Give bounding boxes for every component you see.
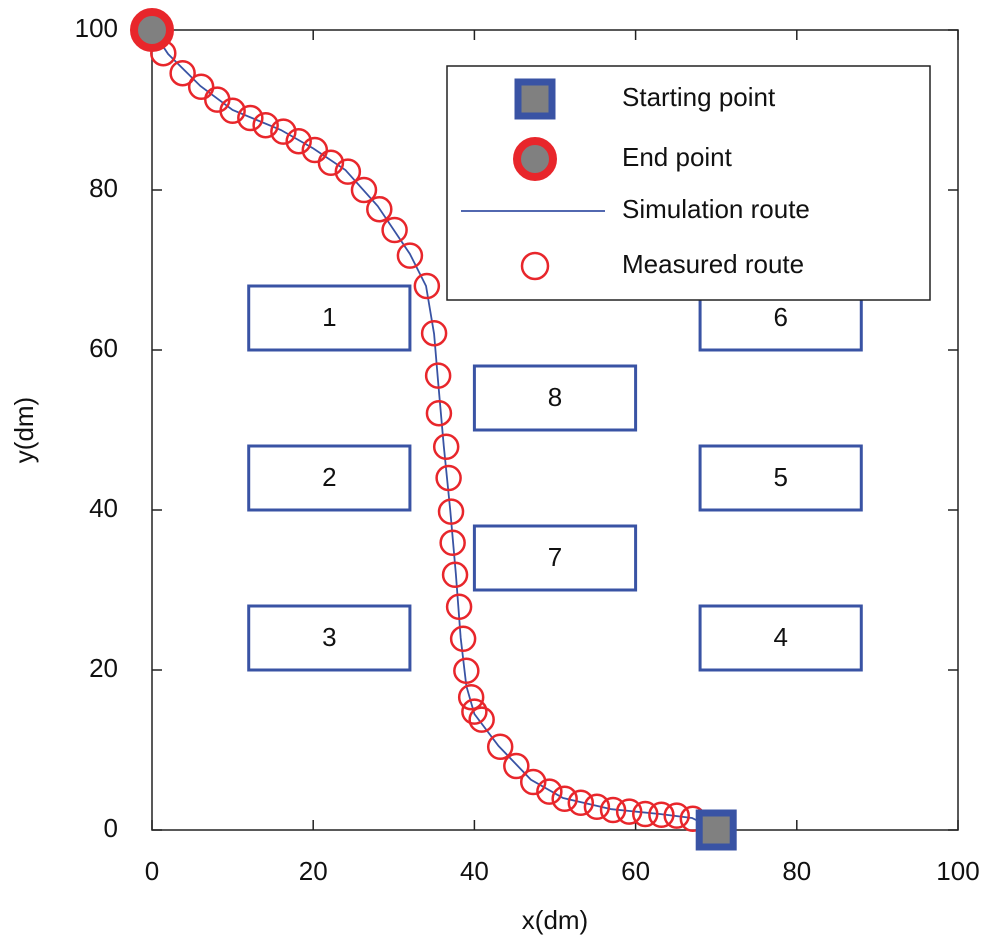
simulation-route <box>151 29 717 831</box>
end-marker <box>130 8 174 52</box>
measured-point <box>437 498 465 525</box>
x-tick-label: 80 <box>782 856 811 886</box>
measured-point <box>301 136 329 164</box>
measured-point <box>317 149 345 177</box>
measured-point <box>219 97 246 125</box>
measured-point <box>187 73 215 101</box>
obstacle <box>472 364 638 432</box>
measured-point <box>583 793 611 821</box>
measured-point <box>432 433 460 461</box>
measured-point <box>334 158 362 185</box>
obstacle-label: 1 <box>322 302 336 332</box>
legend-label: End point <box>622 142 733 172</box>
measured-point <box>615 798 643 825</box>
measured-point <box>599 796 627 824</box>
measured-point <box>503 752 530 780</box>
legend-square <box>514 78 556 120</box>
measured-point <box>439 529 466 557</box>
obstacle <box>247 284 412 352</box>
measured-point <box>366 195 393 223</box>
legend: Starting point End point Simulation route M… <box>446 65 931 301</box>
x-tick-label: 100 <box>936 856 979 886</box>
measured-point <box>441 561 469 589</box>
measured-point <box>486 733 514 761</box>
measured-point <box>413 272 441 300</box>
y-axis-label: y(dm) <box>9 397 39 463</box>
measured-point <box>396 242 424 269</box>
obstacle-label: 3 <box>322 622 336 652</box>
y-tick-label: 100 <box>75 13 118 43</box>
legend-label: Starting point <box>622 82 776 112</box>
measured-point <box>252 111 279 139</box>
plot-frame <box>151 29 959 831</box>
y-tick-label: 40 <box>89 493 118 523</box>
y-tick-label: 60 <box>89 333 118 363</box>
obstacle-label: 4 <box>773 622 787 652</box>
legend-label: Measured route <box>622 249 804 279</box>
measured-point <box>648 801 675 829</box>
measured-point <box>445 593 473 621</box>
y-tick-label: 80 <box>89 173 118 203</box>
legend-circle <box>520 251 550 281</box>
legend-label: Simulation route <box>622 194 810 224</box>
obstacle <box>472 524 638 592</box>
obstacle-label: 5 <box>773 462 787 492</box>
start-marker <box>695 809 737 851</box>
measured-point <box>461 698 488 725</box>
measured-point <box>663 802 690 829</box>
measured-point <box>468 706 495 733</box>
obstacle-label: 8 <box>548 382 562 412</box>
x-axis-label: x(dm) <box>522 905 588 935</box>
measured-point <box>453 657 480 685</box>
measured-point <box>457 683 485 711</box>
obstacle <box>247 444 412 512</box>
measured-point <box>435 464 462 492</box>
measured-point <box>350 176 378 204</box>
measured-point <box>169 59 196 87</box>
measured-point <box>536 778 563 805</box>
measured-point <box>551 785 578 813</box>
measured-point <box>270 118 297 145</box>
measured-point <box>567 789 595 817</box>
obstacle <box>247 604 412 672</box>
measured-point <box>519 768 547 796</box>
measured-point <box>381 216 408 244</box>
x-tick-label: 20 <box>299 856 328 886</box>
measured-point <box>420 319 448 347</box>
measured-point <box>425 399 453 427</box>
obstacle-label: 6 <box>773 302 787 332</box>
legend-dot <box>513 137 557 181</box>
obstacle <box>698 604 863 672</box>
obstacle-label: 7 <box>548 542 562 572</box>
x-tick-label: 40 <box>460 856 489 886</box>
obstacle-label: 2 <box>322 462 336 492</box>
x-tick-label: 60 <box>621 856 650 886</box>
y-tick-label: 0 <box>104 813 118 843</box>
obstacle <box>698 444 863 512</box>
measured-point <box>632 800 659 828</box>
measured-point <box>237 104 264 132</box>
y-tick-label: 20 <box>89 653 118 683</box>
x-tick-label: 0 <box>145 856 159 886</box>
measured-point <box>424 362 452 389</box>
measured-point <box>449 625 477 653</box>
measured-point <box>285 127 312 155</box>
